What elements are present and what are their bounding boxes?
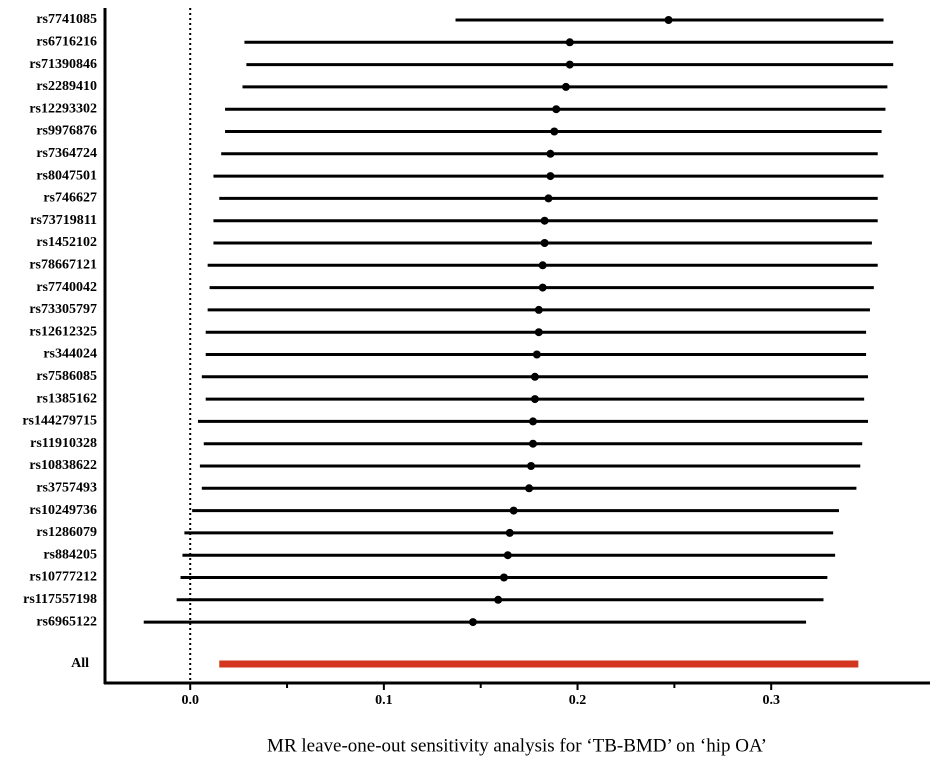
estimate-point (538, 261, 547, 270)
row-label: rs6965122 (36, 614, 97, 629)
estimate-point (528, 417, 537, 426)
x-tick-label: 0.0 (181, 693, 199, 708)
estimate-point (546, 172, 555, 181)
row-label: rs746627 (43, 191, 97, 206)
estimate-point (532, 350, 541, 359)
estimate-point (534, 305, 543, 314)
estimate-point (540, 239, 549, 247)
x-tick-label: 0.3 (762, 693, 780, 708)
row-label: rs7586085 (36, 369, 97, 384)
row-label: rs71390846 (29, 57, 97, 72)
row-label: rs1452102 (36, 235, 97, 250)
row-label: rs10777212 (29, 570, 97, 585)
row-label: rs1286079 (36, 525, 97, 540)
estimate-point (530, 372, 539, 381)
row-label: rs10249736 (29, 503, 97, 518)
row-label: rs3757493 (36, 481, 97, 496)
estimate-point (534, 328, 543, 337)
row-label: rs73719811 (30, 213, 97, 228)
row-label: rs6716216 (36, 35, 97, 50)
row-label: rs884205 (43, 547, 97, 562)
estimate-point (565, 60, 574, 69)
row-label: rs144279715 (22, 414, 97, 429)
row-label: rs10838622 (29, 458, 97, 473)
estimate-point (565, 38, 574, 47)
row-label: rs11910328 (30, 436, 97, 451)
x-tick-label: 0.1 (375, 693, 393, 708)
row-label: rs117557198 (23, 592, 97, 607)
row-label: rs78667121 (29, 258, 97, 273)
estimate-point (550, 127, 559, 136)
row-label: All (71, 656, 89, 671)
estimate-point (494, 595, 503, 604)
row-label: rs7741085 (36, 12, 97, 27)
estimate-point (499, 573, 508, 582)
estimate-point (527, 462, 536, 470)
row-label: rs7740042 (36, 280, 97, 295)
row-label: rs12612325 (29, 324, 97, 339)
estimate-point (525, 484, 534, 493)
row-label: rs1385162 (36, 391, 97, 406)
row-label: rs9976876 (36, 124, 97, 139)
estimate-point (540, 216, 549, 225)
estimate-point (468, 618, 477, 627)
estimate-point (544, 194, 553, 203)
row-label: rs12293302 (29, 101, 97, 116)
row-label: rs8047501 (36, 168, 97, 183)
estimate-point (561, 82, 570, 91)
row-label: rs344024 (43, 347, 97, 362)
estimate-point (546, 149, 555, 158)
estimate-point (664, 16, 673, 24)
estimate-point (552, 105, 561, 114)
estimate-point (538, 283, 547, 292)
estimate-point (509, 506, 518, 515)
x-axis-label: MR leave-one-out sensitivity analysis fo… (267, 735, 767, 756)
estimate-point (505, 528, 514, 537)
row-label: rs7364724 (36, 146, 97, 161)
x-tick-label: 0.2 (569, 693, 587, 708)
estimate-point (528, 439, 537, 448)
row-label: rs2289410 (36, 79, 97, 94)
estimate-point (530, 395, 539, 404)
row-label: rs73305797 (29, 302, 97, 317)
estimate-point (503, 551, 512, 560)
